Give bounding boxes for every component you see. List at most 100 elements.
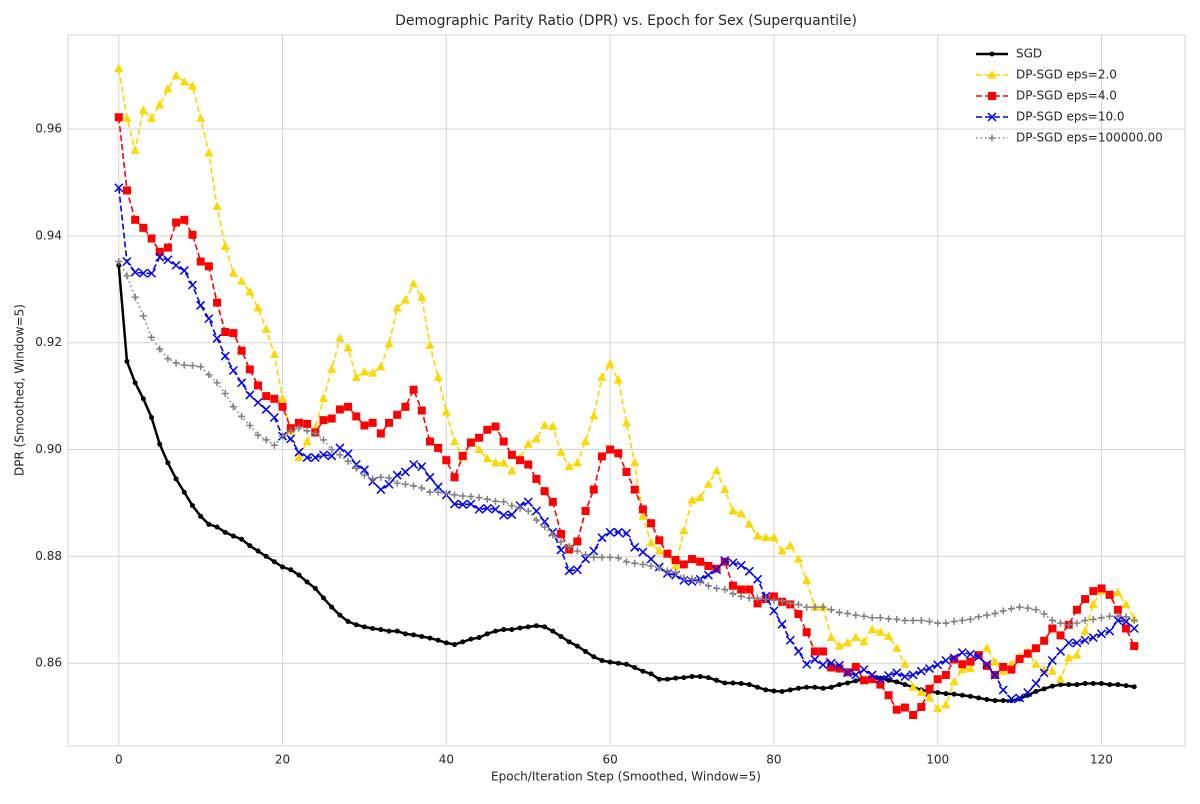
y-tick-label: 0.88 (35, 549, 62, 563)
marker (581, 506, 590, 515)
marker (581, 554, 591, 564)
marker (491, 422, 500, 431)
marker (213, 298, 222, 307)
marker (942, 619, 950, 627)
marker (646, 554, 656, 564)
marker (352, 412, 361, 421)
series-line (118, 261, 1135, 626)
marker (548, 497, 557, 506)
marker (736, 560, 746, 570)
marker (474, 444, 484, 454)
marker (696, 557, 705, 566)
marker (925, 618, 933, 626)
marker (941, 699, 951, 709)
marker (1066, 682, 1072, 688)
marker (606, 553, 614, 561)
marker (875, 674, 885, 684)
marker (746, 682, 752, 688)
marker (1048, 616, 1056, 624)
marker (484, 631, 490, 637)
marker (327, 414, 336, 423)
marker (573, 537, 582, 546)
marker (116, 262, 122, 268)
marker (900, 703, 909, 712)
marker (728, 505, 738, 515)
marker (130, 267, 140, 277)
marker (892, 705, 901, 714)
marker (409, 459, 419, 470)
legend-marker (988, 134, 996, 142)
marker (542, 624, 548, 630)
marker (621, 528, 632, 538)
marker (622, 467, 631, 476)
marker (859, 665, 869, 675)
marker (378, 627, 384, 633)
marker (1049, 683, 1055, 689)
marker (917, 616, 925, 624)
marker (941, 670, 950, 679)
marker (974, 651, 983, 660)
marker (278, 402, 287, 411)
marker (663, 567, 671, 575)
marker (336, 451, 344, 459)
marker (490, 504, 501, 514)
marker (204, 314, 214, 324)
marker (344, 457, 352, 465)
marker (712, 465, 722, 475)
marker (132, 380, 138, 386)
legend-label: DP-SGD eps=100000.00 (1016, 131, 1163, 145)
marker (130, 145, 140, 154)
marker (394, 628, 400, 634)
marker (532, 474, 541, 483)
marker (851, 662, 860, 671)
marker (138, 105, 148, 114)
marker (417, 292, 427, 301)
marker (556, 447, 566, 456)
marker (278, 393, 288, 403)
marker (630, 457, 640, 467)
marker (924, 692, 934, 702)
marker (640, 668, 646, 674)
marker (369, 475, 377, 483)
marker (589, 485, 598, 494)
marker (941, 655, 951, 666)
marker (572, 457, 582, 467)
marker (566, 639, 572, 645)
marker (812, 684, 818, 690)
marker (409, 385, 418, 394)
marker (1113, 587, 1123, 597)
marker (720, 556, 730, 566)
marker (834, 641, 844, 650)
marker (1115, 682, 1121, 688)
marker (597, 452, 606, 461)
marker (212, 333, 222, 343)
marker (957, 647, 967, 658)
marker (507, 450, 516, 459)
marker (392, 302, 402, 312)
marker (386, 628, 392, 634)
marker (1096, 629, 1107, 639)
marker (245, 390, 255, 400)
marker (647, 519, 656, 528)
marker (139, 312, 147, 320)
marker (384, 479, 394, 489)
marker (204, 148, 214, 157)
marker (171, 70, 181, 80)
marker (351, 459, 361, 470)
y-tick-label: 0.96 (35, 122, 62, 136)
marker (370, 625, 376, 631)
marker (843, 668, 853, 678)
marker (811, 603, 819, 611)
marker (1081, 616, 1089, 624)
marker (499, 510, 509, 520)
marker (417, 462, 427, 472)
marker (1007, 605, 1015, 613)
marker (294, 452, 304, 462)
marker (826, 658, 836, 668)
marker (524, 460, 533, 469)
marker (908, 682, 918, 691)
marker (228, 365, 238, 375)
marker (155, 252, 165, 262)
marker (417, 406, 426, 415)
marker (853, 678, 859, 684)
